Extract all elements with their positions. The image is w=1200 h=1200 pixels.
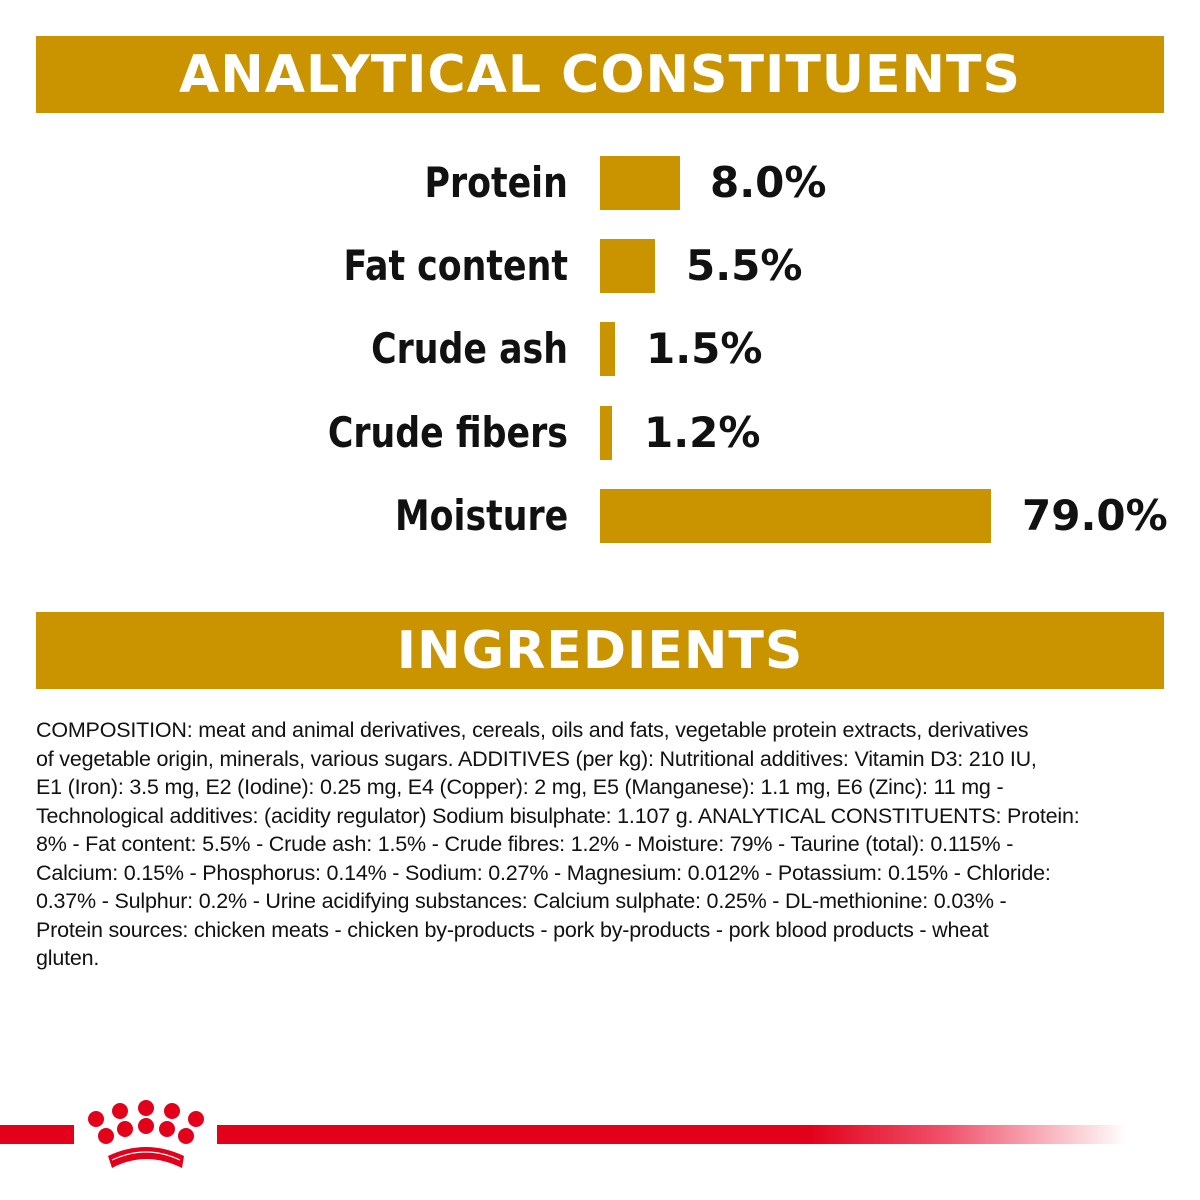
- chart-row-crude-fibers: Crude fibers 1.2%: [0, 405, 1200, 461]
- chart-bar: [600, 406, 612, 460]
- ingredients-line: Technological additives: (acidity regula…: [36, 803, 1080, 828]
- chart-row-protein: Protein 8.0%: [0, 155, 1200, 211]
- ingredients-composition-text: COMPOSITION: meat and animal derivatives…: [36, 716, 1146, 973]
- ingredients-line: 8% - Fat content: 5.5% - Crude ash: 1.5%…: [36, 832, 1014, 856]
- ingredients-line: COMPOSITION: meat and animal derivatives…: [36, 718, 1029, 742]
- ingredients-line: Protein sources: chicken meats - chicken…: [36, 917, 989, 942]
- footer-red-line-left: [0, 1125, 74, 1144]
- chart-row-moisture: Moisture 79.0%: [0, 488, 1200, 544]
- footer-red-line-right: [217, 1125, 1127, 1144]
- chart-bar: [600, 239, 655, 293]
- chart-label: Crude fibers: [327, 408, 568, 457]
- ingredients-header: INGREDIENTS: [36, 612, 1164, 689]
- chart-bar: [600, 489, 991, 543]
- analytical-constituents-title: ANALYTICAL CONSTITUENTS: [179, 44, 1021, 105]
- chart-bar: [600, 322, 615, 376]
- chart-label: Protein: [424, 158, 568, 207]
- ingredients-title: INGREDIENTS: [396, 620, 804, 681]
- ingredients-line: of vegetable origin, minerals, various s…: [36, 746, 1037, 771]
- chart-label: Fat content: [343, 241, 568, 290]
- ingredients-line: E1 (Iron): 3.5 mg, E2 (Iodine): 0.25 mg,…: [36, 775, 1004, 799]
- chart-label: Moisture: [394, 491, 568, 540]
- analytical-constituents-header: ANALYTICAL CONSTITUENTS: [36, 36, 1164, 113]
- ingredients-line: 0.37% - Sulphur: 0.2% - Urine acidifying…: [36, 889, 1007, 913]
- chart-label: Crude ash: [371, 324, 568, 373]
- chart-value: 5.5%: [686, 241, 803, 290]
- chart-value: 79.0%: [1022, 491, 1168, 540]
- chart-value: 1.2%: [644, 408, 761, 457]
- chart-row-fat-content: Fat content 5.5%: [0, 238, 1200, 294]
- chart-row-crude-ash: Crude ash 1.5%: [0, 321, 1200, 377]
- royal-canin-crown-icon: [82, 1098, 212, 1178]
- chart-value: 1.5%: [646, 324, 763, 373]
- ingredients-line: Calcium: 0.15% - Phosphorus: 0.14% - Sod…: [36, 860, 1051, 885]
- ingredients-line: gluten.: [36, 946, 100, 970]
- chart-bar: [600, 156, 680, 210]
- chart-value: 8.0%: [710, 158, 827, 207]
